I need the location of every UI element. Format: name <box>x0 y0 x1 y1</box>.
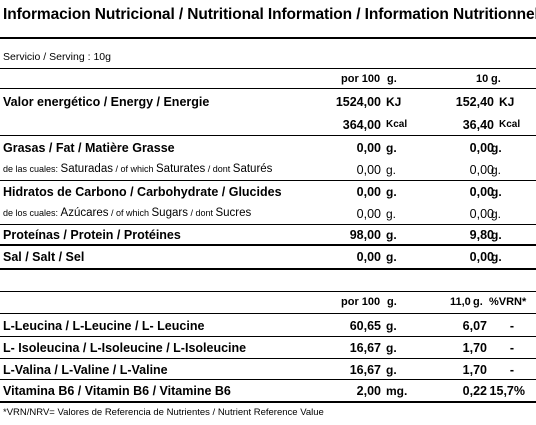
protein-unit: g. <box>386 228 397 242</box>
col-header-serving-unit: g. <box>491 73 501 85</box>
protein-serving-unit: g. <box>491 228 502 242</box>
protein-per100: 98,00 <box>349 228 381 242</box>
isoleucine-per100: 16,67 <box>349 341 381 355</box>
salt-serving: 0,00 <box>469 250 494 264</box>
label-en: Sugars <box>151 207 188 219</box>
divider <box>0 379 536 380</box>
divider <box>0 358 536 359</box>
row-label-valine: L-Valina / L-Valine / L-Valine <box>3 363 168 377</box>
label-en: Saturates <box>156 163 206 175</box>
label-sep: / dont <box>187 208 216 218</box>
col-header-per100-unit: g. <box>387 73 397 85</box>
isoleucine-vrn: - <box>509 341 514 355</box>
row-label-isoleucine: L- Isoleucina / L-Isoleucine / L-Isoleuc… <box>3 341 247 355</box>
energy-kcal-unit: Kcal <box>386 119 408 130</box>
vitamin-b6-unit: mg. <box>386 384 408 398</box>
energy-kj-unit: KJ <box>386 95 402 109</box>
sugars-per100: 0,00 <box>356 207 381 221</box>
carbohydrate-per100: 0,00 <box>356 185 381 199</box>
sugars-unit: g. <box>386 207 397 221</box>
row-label-carbohydrate: Hidratos de Carbono / Carbohydrate / Glu… <box>3 185 282 199</box>
valine-unit: g. <box>386 363 397 377</box>
leucine-serving: 6,07 <box>462 319 487 333</box>
col-header-serving: 11,0 <box>450 296 471 308</box>
salt-per100: 0,00 <box>356 250 381 264</box>
divider <box>0 401 536 403</box>
fat-per100: 0,00 <box>356 141 381 155</box>
col-header-per100: por 100 <box>341 296 381 308</box>
energy-kcal-per100: 364,00 <box>342 118 381 132</box>
label-fr: Sucres <box>215 207 252 219</box>
row-label-leucine: L-Leucina / L-Leucine / L- Leucine <box>3 319 205 333</box>
saturates-unit: g. <box>386 163 397 177</box>
col-header-serving-unit: g. <box>473 296 483 308</box>
label-fr: Saturés <box>232 163 273 175</box>
divider <box>0 336 536 337</box>
vitamin-b6-serving: 0,22 <box>462 384 487 398</box>
col-header-vrn: %VRN* <box>489 296 527 308</box>
sugars-serving-unit: g. <box>491 207 502 221</box>
energy-kcal-serving: 36,40 <box>462 118 494 132</box>
label-sep: / of which <box>112 164 157 174</box>
divider <box>0 244 536 246</box>
valine-per100: 16,67 <box>349 363 381 377</box>
vitamin-b6-vrn: 15,7% <box>489 384 525 398</box>
divider <box>0 224 536 225</box>
salt-unit: g. <box>386 250 397 264</box>
energy-kj-serving: 152,40 <box>455 95 494 109</box>
saturates-per100: 0,00 <box>356 163 381 177</box>
leucine-per100: 60,65 <box>349 319 381 333</box>
divider <box>0 291 536 292</box>
label-sep: / of which <box>108 208 152 218</box>
row-label-protein: Proteínas / Protein / Protéines <box>3 228 181 242</box>
row-label-energy: Valor energético / Energy / Energie <box>3 95 210 109</box>
valine-vrn: - <box>509 363 514 377</box>
fat-serving-unit: g. <box>491 141 502 155</box>
sugars-serving: 0,00 <box>469 207 494 221</box>
col-header-per100: por 100 <box>341 73 381 85</box>
isoleucine-serving: 1,70 <box>462 341 487 355</box>
row-label-salt: Sal / Salt / Sel <box>3 250 85 264</box>
saturates-serving-unit: g. <box>491 163 502 177</box>
leucine-unit: g. <box>386 319 397 333</box>
energy-kj-serving-unit: KJ <box>499 95 515 109</box>
carbohydrate-serving: 0,00 <box>469 185 494 199</box>
vitamin-b6-per100: 2,00 <box>356 384 381 398</box>
leucine-vrn: - <box>509 319 514 333</box>
fat-unit: g. <box>386 141 397 155</box>
serving-size: Servicio / Serving : 10g <box>3 51 111 63</box>
salt-serving-unit: g. <box>491 250 502 264</box>
row-label-vitamin-b6: Vitamina B6 / Vitamin B6 / Vitamine B6 <box>3 384 231 398</box>
protein-serving: 9,80 <box>469 228 494 242</box>
label-es: Saturadas <box>60 163 113 175</box>
col-header-per100-unit: g. <box>387 296 397 308</box>
carbohydrate-serving-unit: g. <box>491 185 502 199</box>
carbohydrate-unit: g. <box>386 185 397 199</box>
divider <box>0 88 536 89</box>
divider <box>0 268 536 270</box>
fat-serving: 0,00 <box>469 141 494 155</box>
row-label-saturates: de las cuales: Saturadas / of which Satu… <box>3 163 273 176</box>
isoleucine-unit: g. <box>386 341 397 355</box>
row-label-sugars: de los cuales: Azúcares / of which Sugar… <box>3 207 252 220</box>
valine-serving: 1,70 <box>462 363 487 377</box>
divider <box>0 313 536 314</box>
row-label-fat: Grasas / Fat / Matière Grasse <box>3 141 175 155</box>
label-prefix: de los cuales: <box>3 208 61 218</box>
divider <box>0 37 536 39</box>
divider <box>0 180 536 181</box>
energy-kcal-serving-unit: Kcal <box>499 119 521 130</box>
divider <box>0 135 536 136</box>
divider <box>0 68 536 69</box>
label-es: Azúcares <box>60 207 109 219</box>
energy-kj-per100: 1524,00 <box>335 95 381 109</box>
label-sep: / dont <box>205 164 233 174</box>
label-title: Informacion Nutricional / Nutritional In… <box>3 6 536 23</box>
label-prefix: de las cuales: <box>3 164 61 174</box>
col-header-serving: 10 <box>476 73 489 85</box>
footnote: *VRN/NRV= Valores de Referencia de Nutri… <box>3 407 324 418</box>
saturates-serving: 0,00 <box>469 163 494 177</box>
